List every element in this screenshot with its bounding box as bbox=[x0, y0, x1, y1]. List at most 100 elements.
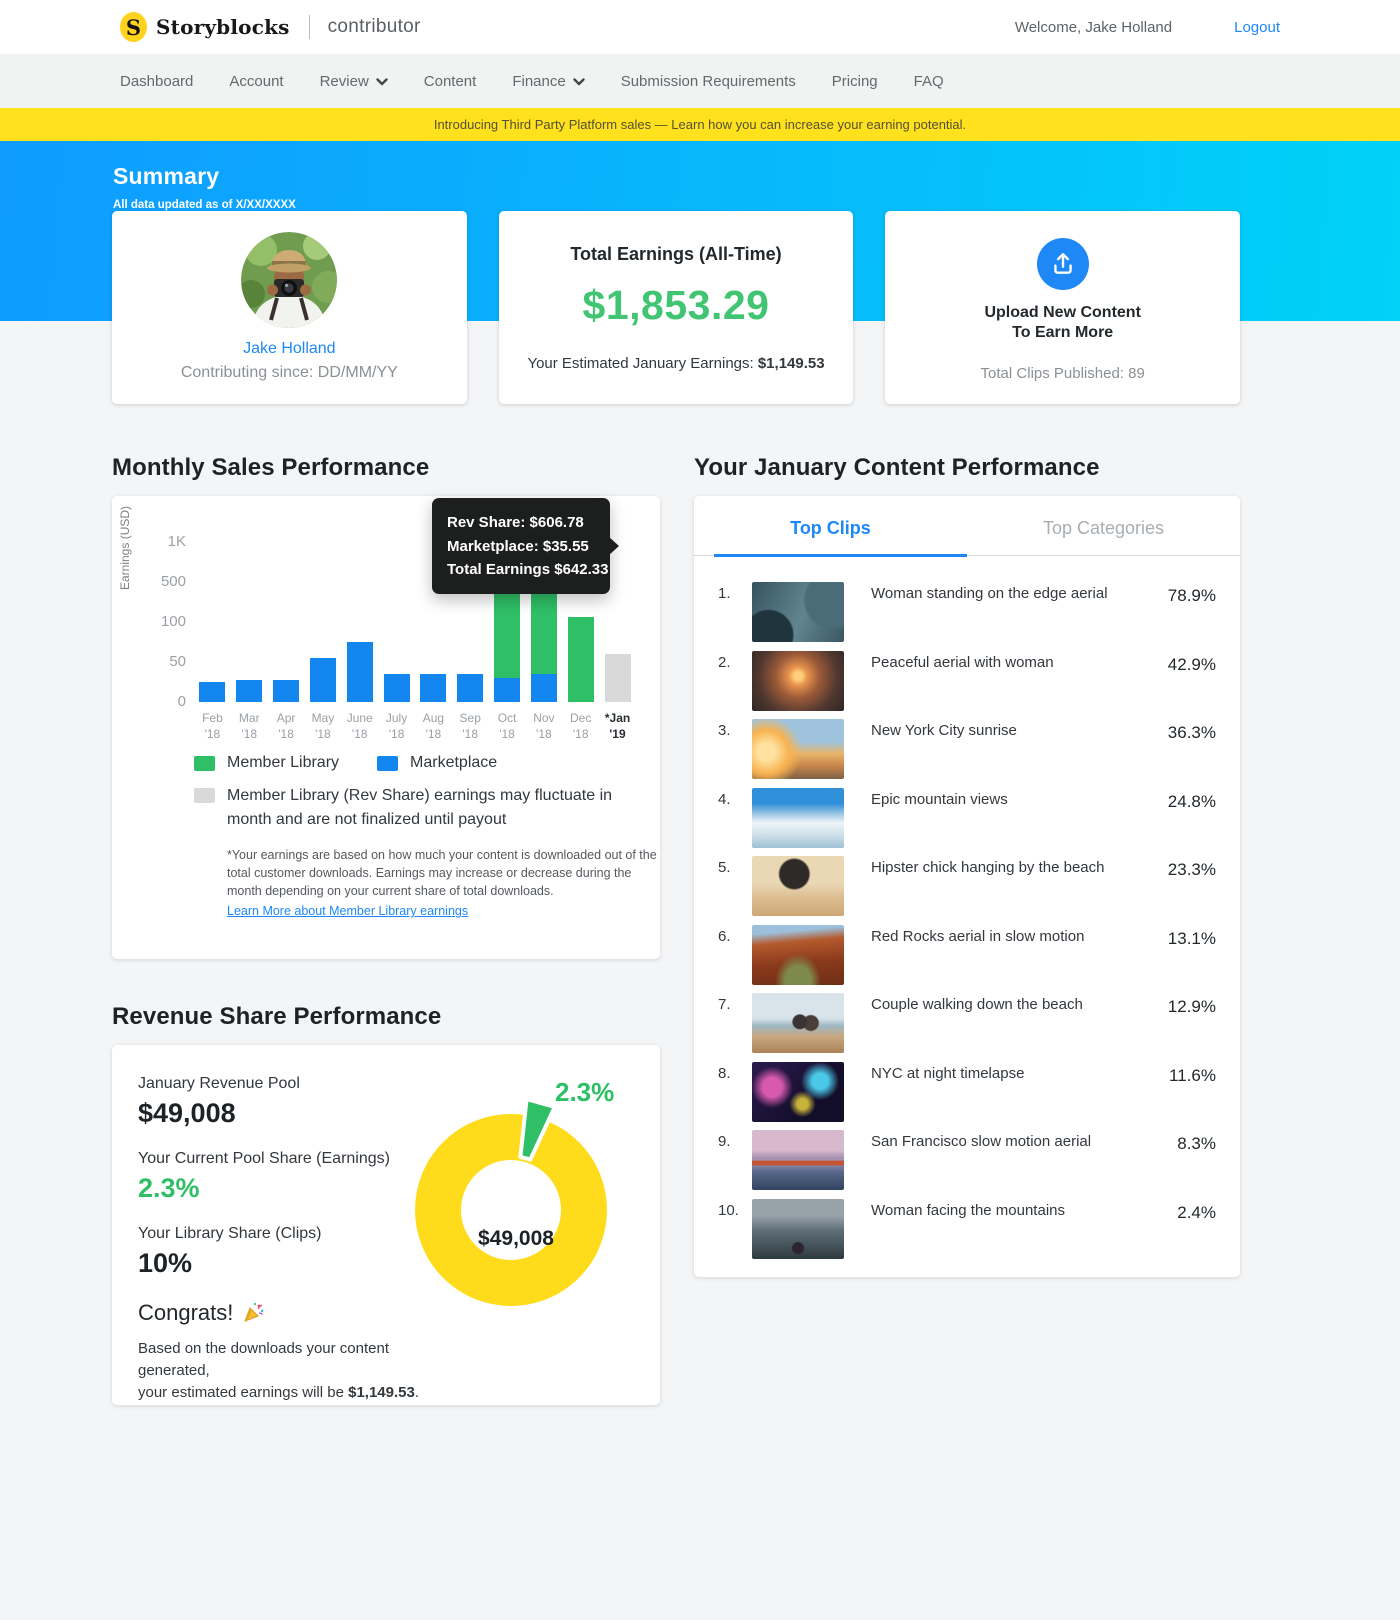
nav-item-label: Account bbox=[229, 72, 284, 90]
clip-thumbnail bbox=[752, 1061, 844, 1122]
clip-row[interactable]: 2. Peaceful aerial with woman 42.9% bbox=[718, 650, 1216, 720]
monthly-sales-heading: Monthly Sales Performance bbox=[112, 454, 430, 481]
y-axis-label: Earnings (USD) bbox=[118, 505, 132, 590]
logout-link[interactable]: Logout bbox=[1234, 18, 1280, 36]
clip-thumbnail bbox=[752, 1130, 844, 1190]
nav-item-submission-requirements[interactable]: Submission Requirements bbox=[621, 73, 796, 90]
revenue-share-heading: Revenue Share Performance bbox=[112, 1003, 442, 1030]
clip-thumbnail bbox=[752, 582, 844, 642]
clip-row[interactable]: 5. Hipster chick hanging by the beach 23.3… bbox=[718, 856, 1216, 925]
donut-center-label: $49,008 bbox=[478, 1227, 554, 1250]
clip-row[interactable]: 1. Woman standing on the edge aerial 78.9% bbox=[718, 582, 1216, 651]
bar-segment-marketplace bbox=[236, 680, 263, 702]
library-share-value: 10% bbox=[138, 1248, 193, 1278]
brand-divider bbox=[308, 15, 310, 39]
revenue-share-card: January Revenue Pool $49,008 Your Curren… bbox=[112, 1045, 660, 1405]
bar-segment-marketplace bbox=[273, 680, 300, 702]
member-library-legend-label: Member Library bbox=[227, 754, 340, 771]
bar-oct[interactable]: Oct '18 bbox=[489, 532, 526, 741]
profile-card: Jake Holland Contributing since: DD/MM/Y… bbox=[112, 211, 467, 404]
marketplace-swatch bbox=[377, 755, 399, 771]
clip-row[interactable]: 3. New York City sunrise 36.3% bbox=[718, 719, 1216, 788]
summary-title: Summary bbox=[113, 163, 220, 189]
main-nav: Dashboard Account Review Content Finance Subm… bbox=[0, 54, 1400, 108]
top-header: S Storyblocks contributor Welcome, Jake … bbox=[0, 0, 1400, 54]
clips-published-count: Total Clips Published: 89 bbox=[980, 365, 1145, 382]
bar-apr[interactable]: Apr '18 bbox=[268, 532, 305, 741]
learn-more-link[interactable]: Learn More about Member Library earnings bbox=[227, 904, 469, 919]
congrats-heading: Congrats! bbox=[138, 1300, 420, 1326]
profile-name-link[interactable]: Jake Holland bbox=[243, 340, 336, 357]
clip-row[interactable]: 9. San Francisco slow motion aerial 8.3% bbox=[718, 1130, 1216, 1199]
nav-item-dashboard[interactable]: Dashboard bbox=[120, 73, 193, 90]
clip-row[interactable]: 6. Red Rocks aerial in slow motion 13.1% bbox=[718, 924, 1216, 994]
nav-item-content[interactable]: Content bbox=[424, 73, 477, 90]
bar-chart-plot: 1K 500 100 50 0 Rev Share: $606.78 Marketplac… bbox=[161, 498, 636, 741]
clip-rank: 1. bbox=[718, 585, 731, 602]
nav-item-pricing[interactable]: Pricing bbox=[832, 73, 878, 90]
bar-july[interactable]: July '18 bbox=[378, 532, 415, 741]
clip-title: Peaceful aerial with woman bbox=[871, 653, 1054, 671]
clip-percentage: 8.3% bbox=[1177, 1134, 1216, 1153]
storyblocks-logo-icon: S bbox=[120, 12, 147, 42]
x-axis-label: Nov '18 bbox=[533, 711, 555, 741]
clip-rank: 10. bbox=[718, 1201, 739, 1219]
nav-item-finance[interactable]: Finance bbox=[512, 73, 585, 90]
clip-title: Couple walking down the beach bbox=[871, 996, 1083, 1013]
x-axis-label: *Jan '19 bbox=[604, 711, 631, 741]
bar-segment-marketplace bbox=[457, 674, 484, 702]
bar-segment-marketplace bbox=[383, 674, 410, 702]
revenue-donut-chart: $49,008 2.3% bbox=[415, 1075, 640, 1405]
clip-row[interactable]: 7. Couple walking down the beach 12.9% bbox=[718, 993, 1216, 1062]
upload-button[interactable] bbox=[1036, 238, 1089, 290]
bar-may[interactable]: May '18 bbox=[304, 532, 341, 741]
clip-title: Woman standing on the edge aerial bbox=[871, 585, 1108, 602]
clip-row[interactable]: 10. Woman facing the mountains 2.4% bbox=[718, 1198, 1216, 1268]
nav-item-label: Content bbox=[423, 72, 477, 90]
clip-thumbnail bbox=[752, 787, 844, 848]
chart-legend: Member Library Marketplace Member Librar… bbox=[194, 754, 636, 832]
congrats-message: Based on the downloads your content gene… bbox=[138, 1340, 420, 1401]
nav-item-label: FAQ bbox=[913, 72, 944, 90]
top-clips-list: 1. Woman standing on the edge aerial 78.9%… bbox=[694, 556, 1240, 1267]
clip-title: Hipster chick hanging by the beach bbox=[871, 859, 1105, 876]
y-tick-label: 500 bbox=[160, 573, 186, 590]
tab-top-clips[interactable]: Top Clips bbox=[694, 496, 967, 557]
nav-item-faq[interactable]: FAQ bbox=[914, 73, 944, 90]
tooltip-line: Rev Share: $606.78 bbox=[447, 514, 584, 532]
donut-callout: 2.3% bbox=[555, 1077, 615, 1107]
y-tick-label: 1K bbox=[167, 533, 186, 550]
upload-card[interactable]: Upload New Content To Earn More Total Cl… bbox=[885, 211, 1241, 404]
upload-label: Upload New Content To Earn More bbox=[984, 304, 1141, 341]
bar-june[interactable]: June '18 bbox=[341, 532, 378, 741]
nav-item-review[interactable]: Review bbox=[320, 73, 388, 90]
clip-percentage: 78.9% bbox=[1167, 586, 1216, 605]
bar-aug[interactable]: Aug '18 bbox=[415, 532, 452, 741]
library-share-label: Your Library Share (Clips) bbox=[138, 1225, 322, 1242]
bar-segment-member-library bbox=[494, 581, 521, 678]
bar-mar[interactable]: Mar '18 bbox=[231, 532, 268, 741]
clip-rank: 3. bbox=[718, 722, 731, 739]
party-popper-icon bbox=[244, 1302, 264, 1322]
avatar bbox=[241, 232, 338, 328]
nav-item-label: Review bbox=[319, 72, 369, 90]
storyblocks-logo[interactable]: S Storyblocks contributor bbox=[120, 12, 421, 42]
estimated-swatch bbox=[194, 788, 215, 803]
nav-item-account[interactable]: Account bbox=[229, 73, 283, 90]
clip-rank: 7. bbox=[718, 996, 731, 1013]
bar-sep[interactable]: Sep '18 bbox=[452, 532, 489, 741]
clip-rank: 6. bbox=[718, 927, 731, 945]
estimated-legend-note: Member Library (Rev Share) earnings may … bbox=[227, 787, 613, 828]
clip-percentage: 12.9% bbox=[1167, 997, 1216, 1016]
x-axis-label: Sep '18 bbox=[459, 711, 481, 741]
y-tick-label: 50 bbox=[169, 653, 186, 670]
announcement-link[interactable]: Introducing Third Party Platform sales —… bbox=[433, 117, 967, 132]
clip-row[interactable]: 8. NYC at night timelapse 11.6% bbox=[718, 1061, 1216, 1131]
bar-feb[interactable]: Feb '18 bbox=[194, 532, 231, 741]
profile-since-text: Contributing since: DD/MM/YY bbox=[180, 364, 398, 381]
bar-dec[interactable]: Dec '18 bbox=[562, 532, 599, 741]
bar-segment-marketplace bbox=[530, 673, 557, 702]
tab-top-categories[interactable]: Top Categories bbox=[1042, 518, 1165, 538]
clip-row[interactable]: 4. Epic mountain views 24.8% bbox=[718, 787, 1216, 857]
bar-jan[interactable]: *Jan '19 bbox=[599, 532, 636, 741]
